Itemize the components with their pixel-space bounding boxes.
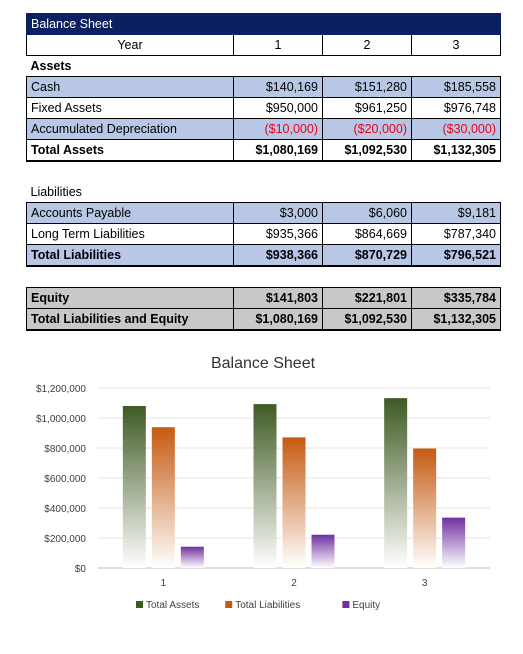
cell-value: $141,803 xyxy=(233,287,323,309)
chart-container: Balance Sheet $0 $200,000 $400,000 $600,000 $… xyxy=(0,340,523,640)
cell-value: $1,132,305 xyxy=(411,308,501,331)
row-label: Cash xyxy=(26,76,234,98)
cell-value: $1,080,169 xyxy=(233,139,323,162)
bar xyxy=(413,448,437,568)
cell-value: $787,340 xyxy=(411,223,501,245)
cell-value: $185,558 xyxy=(411,76,501,98)
spacer-row xyxy=(27,161,501,182)
total-liab-equity-row: Total Liabilities and Equity $1,080,169 … xyxy=(26,308,501,331)
balance-sheet-table: Balance Sheet Year 1 2 3 Assets Cash $14… xyxy=(26,13,501,331)
row-label: Equity xyxy=(26,287,234,309)
y-tick-label: $400,000 xyxy=(44,504,86,515)
equity-row: Equity $141,803 $221,801 $335,784 xyxy=(26,287,501,309)
x-tick-label: 2 xyxy=(291,578,297,589)
table-row: Accumulated Depreciation ($10,000) ($20,… xyxy=(26,118,501,140)
row-label: Total Assets xyxy=(26,139,234,162)
year-2: 2 xyxy=(322,34,412,56)
legend-label: Equity xyxy=(352,600,380,611)
legend-swatch xyxy=(225,601,233,608)
cell-value: $6,060 xyxy=(322,202,412,224)
cell-value: $9,181 xyxy=(411,202,501,224)
bar xyxy=(151,427,175,568)
table-row: Fixed Assets $950,000 $961,250 $976,748 xyxy=(26,97,501,119)
y-tick-label: $200,000 xyxy=(44,534,86,545)
legend-swatch xyxy=(136,601,143,608)
x-tick-label: 3 xyxy=(422,578,428,589)
row-label: Fixed Assets xyxy=(26,97,234,119)
liabilities-heading: Liabilities xyxy=(30,185,82,199)
cell-value: ($10,000) xyxy=(233,118,323,140)
cell-value: $3,000 xyxy=(233,202,323,224)
cell-value: $950,000 xyxy=(233,97,323,119)
total-assets-row: Total Assets $1,080,169 $1,092,530 $1,13… xyxy=(26,139,501,162)
year-1: 1 xyxy=(233,34,323,56)
row-label: Accumulated Depreciation xyxy=(26,118,234,140)
row-label: Total Liabilities and Equity xyxy=(26,308,234,331)
bar xyxy=(122,405,146,568)
cell-value: $976,748 xyxy=(411,97,501,119)
table-title-row: Balance Sheet xyxy=(26,13,501,35)
bar xyxy=(384,398,408,568)
spacer-row xyxy=(27,266,501,288)
assets-heading-row: Assets xyxy=(27,56,501,77)
balance-sheet-chart: Balance Sheet $0 $200,000 $400,000 $600,000 $… xyxy=(36,355,490,611)
bar xyxy=(180,546,204,568)
x-tick-label: 1 xyxy=(161,578,167,589)
cell-value: $1,092,530 xyxy=(322,308,412,331)
y-tick-label: $1,000,000 xyxy=(36,414,86,425)
cell-value: $140,169 xyxy=(233,76,323,98)
total-liabilities-row: Total Liabilities $938,366 $870,729 $796… xyxy=(26,244,501,267)
table-row: Accounts Payable $3,000 $6,060 $9,181 xyxy=(26,202,501,224)
cell-value: $870,729 xyxy=(322,244,412,267)
assets-heading: Assets xyxy=(30,59,72,73)
cell-value: $796,521 xyxy=(411,244,501,267)
y-tick-label: $600,000 xyxy=(44,474,86,485)
year-header-row: Year 1 2 3 xyxy=(26,34,501,56)
table-row: Cash $140,169 $151,280 $185,558 xyxy=(26,76,501,98)
cell-value: ($20,000) xyxy=(322,118,412,140)
bar xyxy=(282,437,306,568)
year-label: Year xyxy=(26,34,234,56)
cell-value: $221,801 xyxy=(322,287,412,309)
cell-value: ($30,000) xyxy=(411,118,501,140)
chart-title: Balance Sheet xyxy=(211,355,316,372)
legend-swatch xyxy=(342,601,350,608)
cell-value: $1,132,305 xyxy=(411,139,501,162)
cell-value: $864,669 xyxy=(322,223,412,245)
y-tick-label: $1,200,000 xyxy=(36,384,86,395)
row-label: Accounts Payable xyxy=(26,202,234,224)
row-label: Long Term Liabilities xyxy=(26,223,234,245)
cell-value: $151,280 xyxy=(322,76,412,98)
table-row: Long Term Liabilities $935,366 $864,669 … xyxy=(26,223,501,245)
bar xyxy=(311,534,335,568)
year-3: 3 xyxy=(411,34,501,56)
cell-value: $938,366 xyxy=(233,244,323,267)
y-tick-label: $800,000 xyxy=(44,444,86,455)
liabilities-heading-row: Liabilities xyxy=(27,182,501,203)
balance-sheet-table-wrap: Balance Sheet Year 1 2 3 Assets Cash $14… xyxy=(26,13,501,331)
cell-value: $1,080,169 xyxy=(233,308,323,331)
cell-value: $961,250 xyxy=(322,97,412,119)
cell-value: $1,092,530 xyxy=(322,139,412,162)
row-label: Total Liabilities xyxy=(26,244,234,267)
legend-label: Total Assets xyxy=(146,600,199,611)
bar xyxy=(253,404,277,568)
y-tick-label: $0 xyxy=(75,564,87,575)
cell-value: $935,366 xyxy=(233,223,323,245)
legend-label: Total Liabilities xyxy=(235,600,300,611)
cell-value: $335,784 xyxy=(411,287,501,309)
bar xyxy=(442,517,466,568)
table-title: Balance Sheet xyxy=(26,13,501,35)
